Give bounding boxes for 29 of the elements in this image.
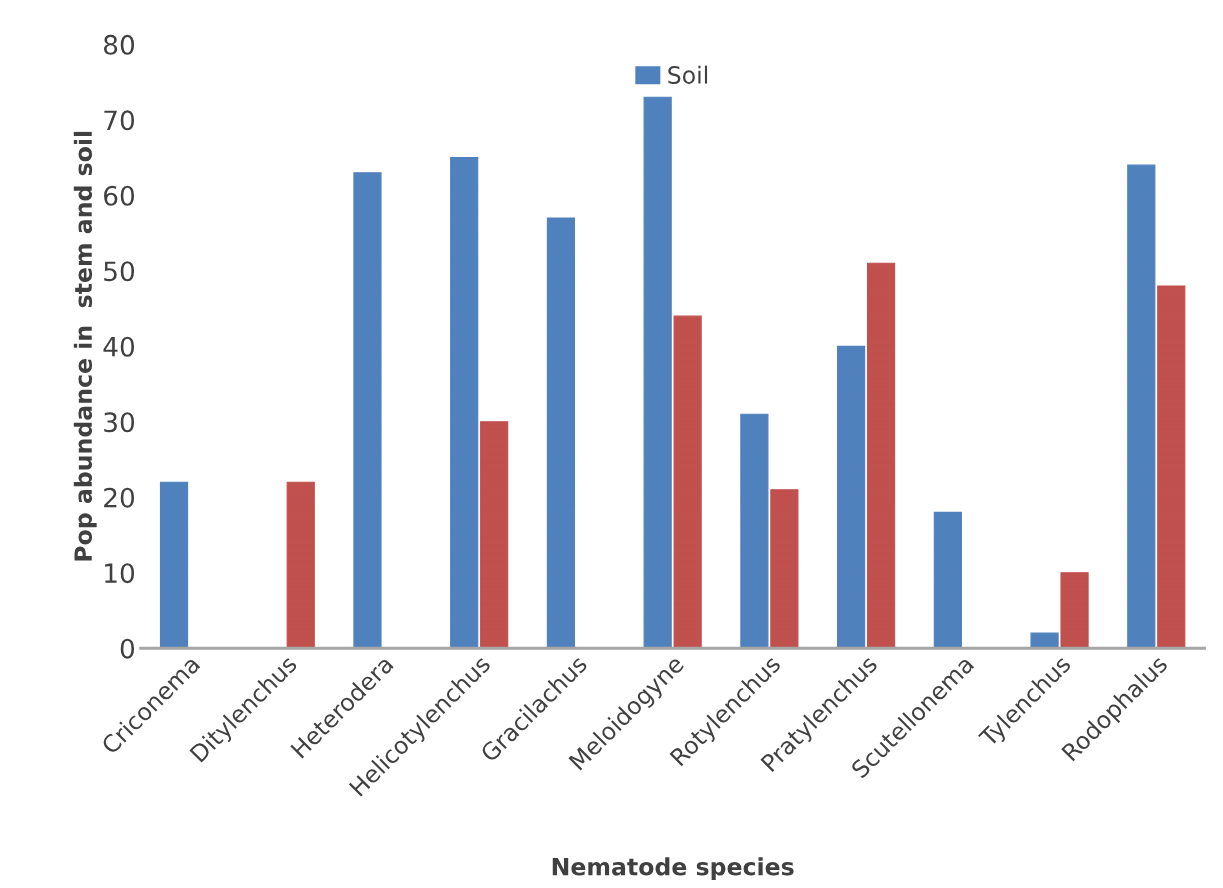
x-axis-title: Nematode species <box>552 857 794 881</box>
bar <box>933 511 962 649</box>
y-tick-label: 50 <box>104 261 135 282</box>
bar <box>353 172 382 649</box>
bar <box>1030 632 1059 649</box>
y-tick-label: 40 <box>103 336 135 357</box>
bar <box>546 217 576 649</box>
bar <box>159 481 189 649</box>
bar <box>1127 164 1156 649</box>
y-tick-label: 30 <box>104 412 135 433</box>
bar <box>286 481 315 649</box>
y-axis-title: Pop abundance in stem and soil <box>73 131 97 561</box>
bar <box>1060 572 1089 649</box>
bar <box>770 489 799 649</box>
bar <box>740 413 769 649</box>
y-tick-label: 20 <box>104 487 135 508</box>
y-tick-label: 80 <box>103 34 135 55</box>
bar <box>673 315 702 649</box>
bar <box>450 157 479 649</box>
bar <box>867 262 896 649</box>
y-tick-label: 10 <box>105 563 135 584</box>
bar <box>837 345 866 649</box>
y-tick-label: 0 <box>120 638 135 659</box>
bar <box>1157 285 1186 649</box>
y-tick-label: 70 <box>104 110 135 131</box>
y-tick-label: 60 <box>104 185 135 206</box>
bar <box>480 421 509 649</box>
legend-label: Soil <box>668 65 708 84</box>
bar <box>643 96 672 649</box>
